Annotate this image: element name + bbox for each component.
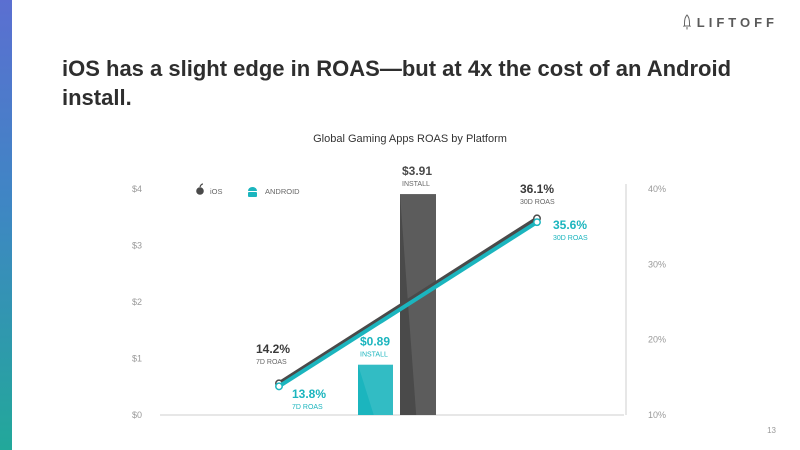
bar-sub-label: INSTALL: [360, 352, 388, 359]
line-android: [277, 220, 539, 389]
brand-logo: LIFTOFF: [682, 14, 778, 30]
bars-group: [358, 194, 436, 415]
android-icon-head: [248, 187, 257, 191]
left-tick-label: $2: [132, 297, 142, 307]
android-icon: [248, 187, 257, 197]
point-android: [275, 382, 283, 391]
apple-icon-body: [196, 187, 204, 195]
labels-group: $0.89 INSTALL $3.91 INSTALL 14.2% 7D ROAS 13.8…: [256, 164, 588, 411]
bar-fill: [358, 364, 393, 415]
bar-shade: [358, 364, 393, 415]
chart-title: Global Gaming Apps ROAS by Platform: [313, 133, 507, 145]
left-accent-strip: [0, 0, 12, 450]
point-period-label: 7D ROAS: [256, 359, 287, 366]
legend-label: ANDROID: [265, 187, 300, 196]
bar-value-label: $0.89: [360, 335, 390, 349]
point-value-label: 35.6%: [553, 218, 587, 232]
page-number: 13: [767, 426, 776, 435]
legend: iOS ANDROID: [196, 183, 300, 197]
android-icon-body: [248, 192, 257, 197]
line-ios: [277, 216, 539, 386]
right-tick-label: 40%: [648, 184, 666, 194]
bar-value-label: $3.91: [402, 164, 432, 178]
left-tick-label: $3: [132, 241, 142, 251]
slide-title: iOS has a slight edge in ROAS—but at 4x …: [62, 56, 732, 110]
lines-group: [275, 214, 541, 391]
apple-icon-leaf: [199, 183, 204, 188]
point-value-label: 14.2%: [256, 342, 290, 356]
rocket-icon: [682, 14, 691, 30]
bar-android: [358, 364, 393, 415]
axes: $0 $1 $2 $3 $4 10% 20% 30% 40%: [132, 184, 666, 420]
right-tick-label: 10%: [648, 410, 666, 420]
left-tick-label: $1: [132, 354, 142, 364]
point-value-label: 13.8%: [292, 387, 326, 401]
point-period-label: 7D ROAS: [292, 404, 323, 411]
left-tick-label: $0: [132, 410, 142, 420]
bar-sub-label: INSTALL: [402, 181, 430, 188]
brand-name: LIFTOFF: [696, 14, 778, 30]
point-period-label: 30D ROAS: [553, 235, 588, 242]
legend-label: iOS: [210, 187, 223, 196]
point-android: [533, 218, 541, 227]
bar-ios: [400, 194, 436, 415]
right-tick-label: 30%: [648, 259, 666, 269]
left-tick-label: $4: [132, 184, 142, 194]
point-period-label: 30D ROAS: [520, 199, 555, 206]
point-value-label: 36.1%: [520, 182, 554, 196]
bar-shade: [400, 194, 436, 415]
apple-icon: [196, 183, 204, 195]
right-tick-label: 20%: [648, 335, 666, 345]
